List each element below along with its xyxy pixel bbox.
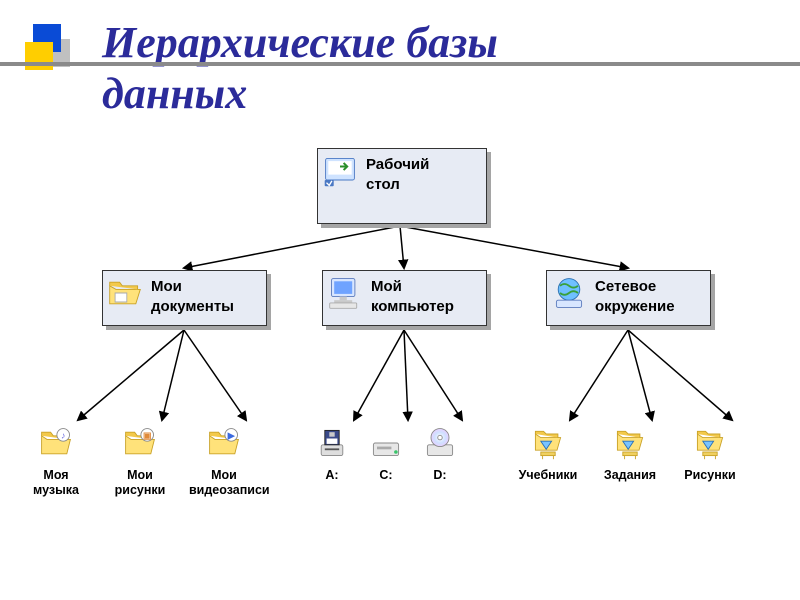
svg-text:▣: ▣	[143, 431, 152, 441]
leaf-driveD: D:	[405, 422, 475, 483]
folder-music-icon: ♪	[35, 422, 77, 464]
node-desktop: Рабочий стол	[317, 148, 487, 224]
drive-cd-icon	[419, 422, 461, 464]
leaf-label: Задания	[595, 468, 665, 483]
page-title: Иерархические базы данных	[102, 18, 498, 119]
leaf-label: D:	[405, 468, 475, 483]
drive-hdd-icon	[365, 422, 407, 464]
leaf-pics: ▣ Мои рисунки	[105, 422, 175, 498]
node-label: Рабочий стол	[362, 149, 439, 202]
folder-video-icon: ▶	[203, 422, 245, 464]
monitor-icon	[323, 271, 367, 315]
svg-text:♪: ♪	[61, 431, 65, 441]
leaf-drawings: Рисунки	[675, 422, 745, 483]
folder-pics-icon: ▣	[119, 422, 161, 464]
leaf-label: Рисунки	[675, 468, 745, 483]
node-label: Сетевое окружение	[591, 271, 685, 324]
hierarchy-diagram: Рабочий стол Мои документы Мой компьютер	[0, 130, 800, 570]
net-folder-icon	[689, 422, 731, 464]
leaf-books: Учебники	[513, 422, 583, 483]
title-divider	[0, 62, 800, 66]
leaf-music: ♪ Моя музыка	[21, 422, 91, 498]
node-label: Мои документы	[147, 271, 244, 324]
desktop-shortcut-icon	[318, 149, 362, 193]
net-folder-icon	[527, 422, 569, 464]
node-my-documents: Мои документы	[102, 270, 267, 326]
leaf-video: ▶ Мои видеозаписи	[189, 422, 259, 498]
node-my-computer: Мой компьютер	[322, 270, 487, 326]
bullet-decoration	[25, 22, 83, 85]
node-label: Мой компьютер	[367, 271, 464, 324]
leaf-tasks: Задания	[595, 422, 665, 483]
leaf-label: Моя музыка	[21, 468, 91, 498]
drive-floppy-icon	[311, 422, 353, 464]
leaf-label: Мои видеозаписи	[189, 468, 259, 498]
leaf-label: Мои рисунки	[105, 468, 175, 498]
svg-text:▶: ▶	[227, 431, 236, 441]
globe-icon	[547, 271, 591, 315]
leaf-label: Учебники	[513, 468, 583, 483]
node-network-places: Сетевое окружение	[546, 270, 711, 326]
folder-open-icon	[103, 271, 147, 315]
net-folder-icon	[609, 422, 651, 464]
